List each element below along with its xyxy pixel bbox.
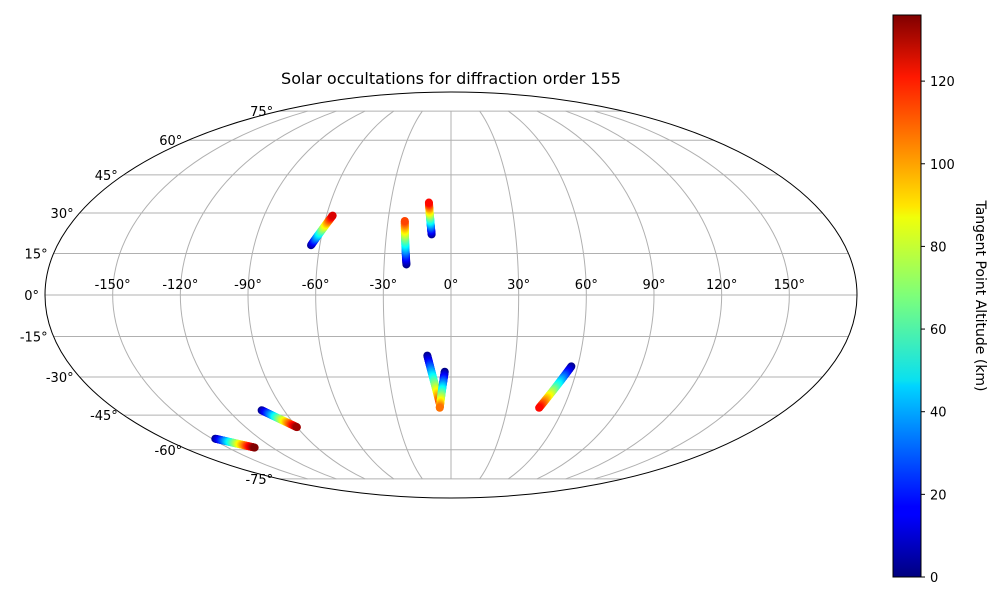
- longitude-tick-labels: -150° -120° -90° -60° -30° 0° 30° 60° 90° 120° 150…: [95, 278, 805, 293]
- lon-tick-label: 0°: [444, 278, 459, 293]
- data-point: [424, 198, 433, 207]
- data-point: [328, 211, 337, 220]
- colorbar-tick-label: 40: [930, 406, 947, 421]
- lon-tick-label: 30°: [507, 278, 530, 293]
- colorbar-gradient: [892, 14, 922, 578]
- meridian-line: [594, 110, 790, 480]
- lon-tick-label: 150°: [774, 278, 805, 293]
- meridian-line: [315, 110, 395, 480]
- colorbar-tick-label: 100: [930, 158, 955, 173]
- meridian-line: [179, 110, 337, 480]
- meridian-line: [479, 110, 520, 480]
- lat-tick-label: 0°: [24, 289, 39, 304]
- meridian-line: [507, 110, 587, 480]
- lat-tick-label: -60°: [155, 444, 183, 459]
- colorbar-tick-label: 120: [930, 75, 955, 90]
- chart-title: Solar occultations for diffraction order…: [281, 69, 621, 88]
- meridian-line: [382, 110, 423, 480]
- data-point: [250, 443, 259, 452]
- lon-tick-label: -150°: [95, 278, 131, 293]
- colorbar: 0 20 40 60 80 100 120 Tangent Point Altitude (…: [892, 14, 988, 586]
- lat-tick-label: 30°: [51, 207, 74, 222]
- occultation-points: [211, 198, 576, 452]
- data-point: [535, 403, 544, 412]
- lat-tick-label: -45°: [90, 409, 118, 424]
- lat-tick-label: 75°: [250, 105, 273, 120]
- meridian-line: [112, 110, 308, 480]
- lat-tick-label: 15°: [25, 247, 48, 262]
- data-point: [400, 216, 409, 225]
- lat-tick-label: 45°: [95, 169, 118, 184]
- meridian-line: [565, 110, 723, 480]
- graticule: [45, 110, 857, 480]
- colorbar-label: Tangent Point Altitude (km): [972, 199, 988, 391]
- data-point: [292, 423, 301, 432]
- lon-tick-label: 90°: [642, 278, 665, 293]
- lat-tick-label: 60°: [159, 134, 182, 149]
- data-point: [435, 403, 444, 412]
- lon-tick-label: -60°: [302, 278, 330, 293]
- colorbar-tick-label: 20: [930, 488, 947, 503]
- lon-tick-label: 120°: [706, 278, 737, 293]
- colorbar-tick-label: 0: [930, 571, 938, 586]
- meridian-line: [536, 110, 655, 480]
- colorbar-tick-label: 80: [930, 240, 947, 255]
- map-boundary: [44, 91, 858, 499]
- lat-tick-label: -75°: [245, 473, 273, 488]
- lon-tick-label: -90°: [234, 278, 262, 293]
- latitude-tick-labels: 75° 60° 45° 30° 15° 0° -15° -30° -45° -60° -75°: [20, 105, 273, 488]
- colorbar-ticks: 0 20 40 60 80 100 120: [921, 75, 955, 586]
- lat-tick-label: -30°: [46, 371, 74, 386]
- lon-tick-label: -120°: [162, 278, 198, 293]
- lat-tick-label: -15°: [20, 331, 48, 346]
- colorbar-tick-label: 60: [930, 323, 947, 338]
- lon-tick-label: -30°: [369, 278, 397, 293]
- lon-tick-label: 60°: [575, 278, 598, 293]
